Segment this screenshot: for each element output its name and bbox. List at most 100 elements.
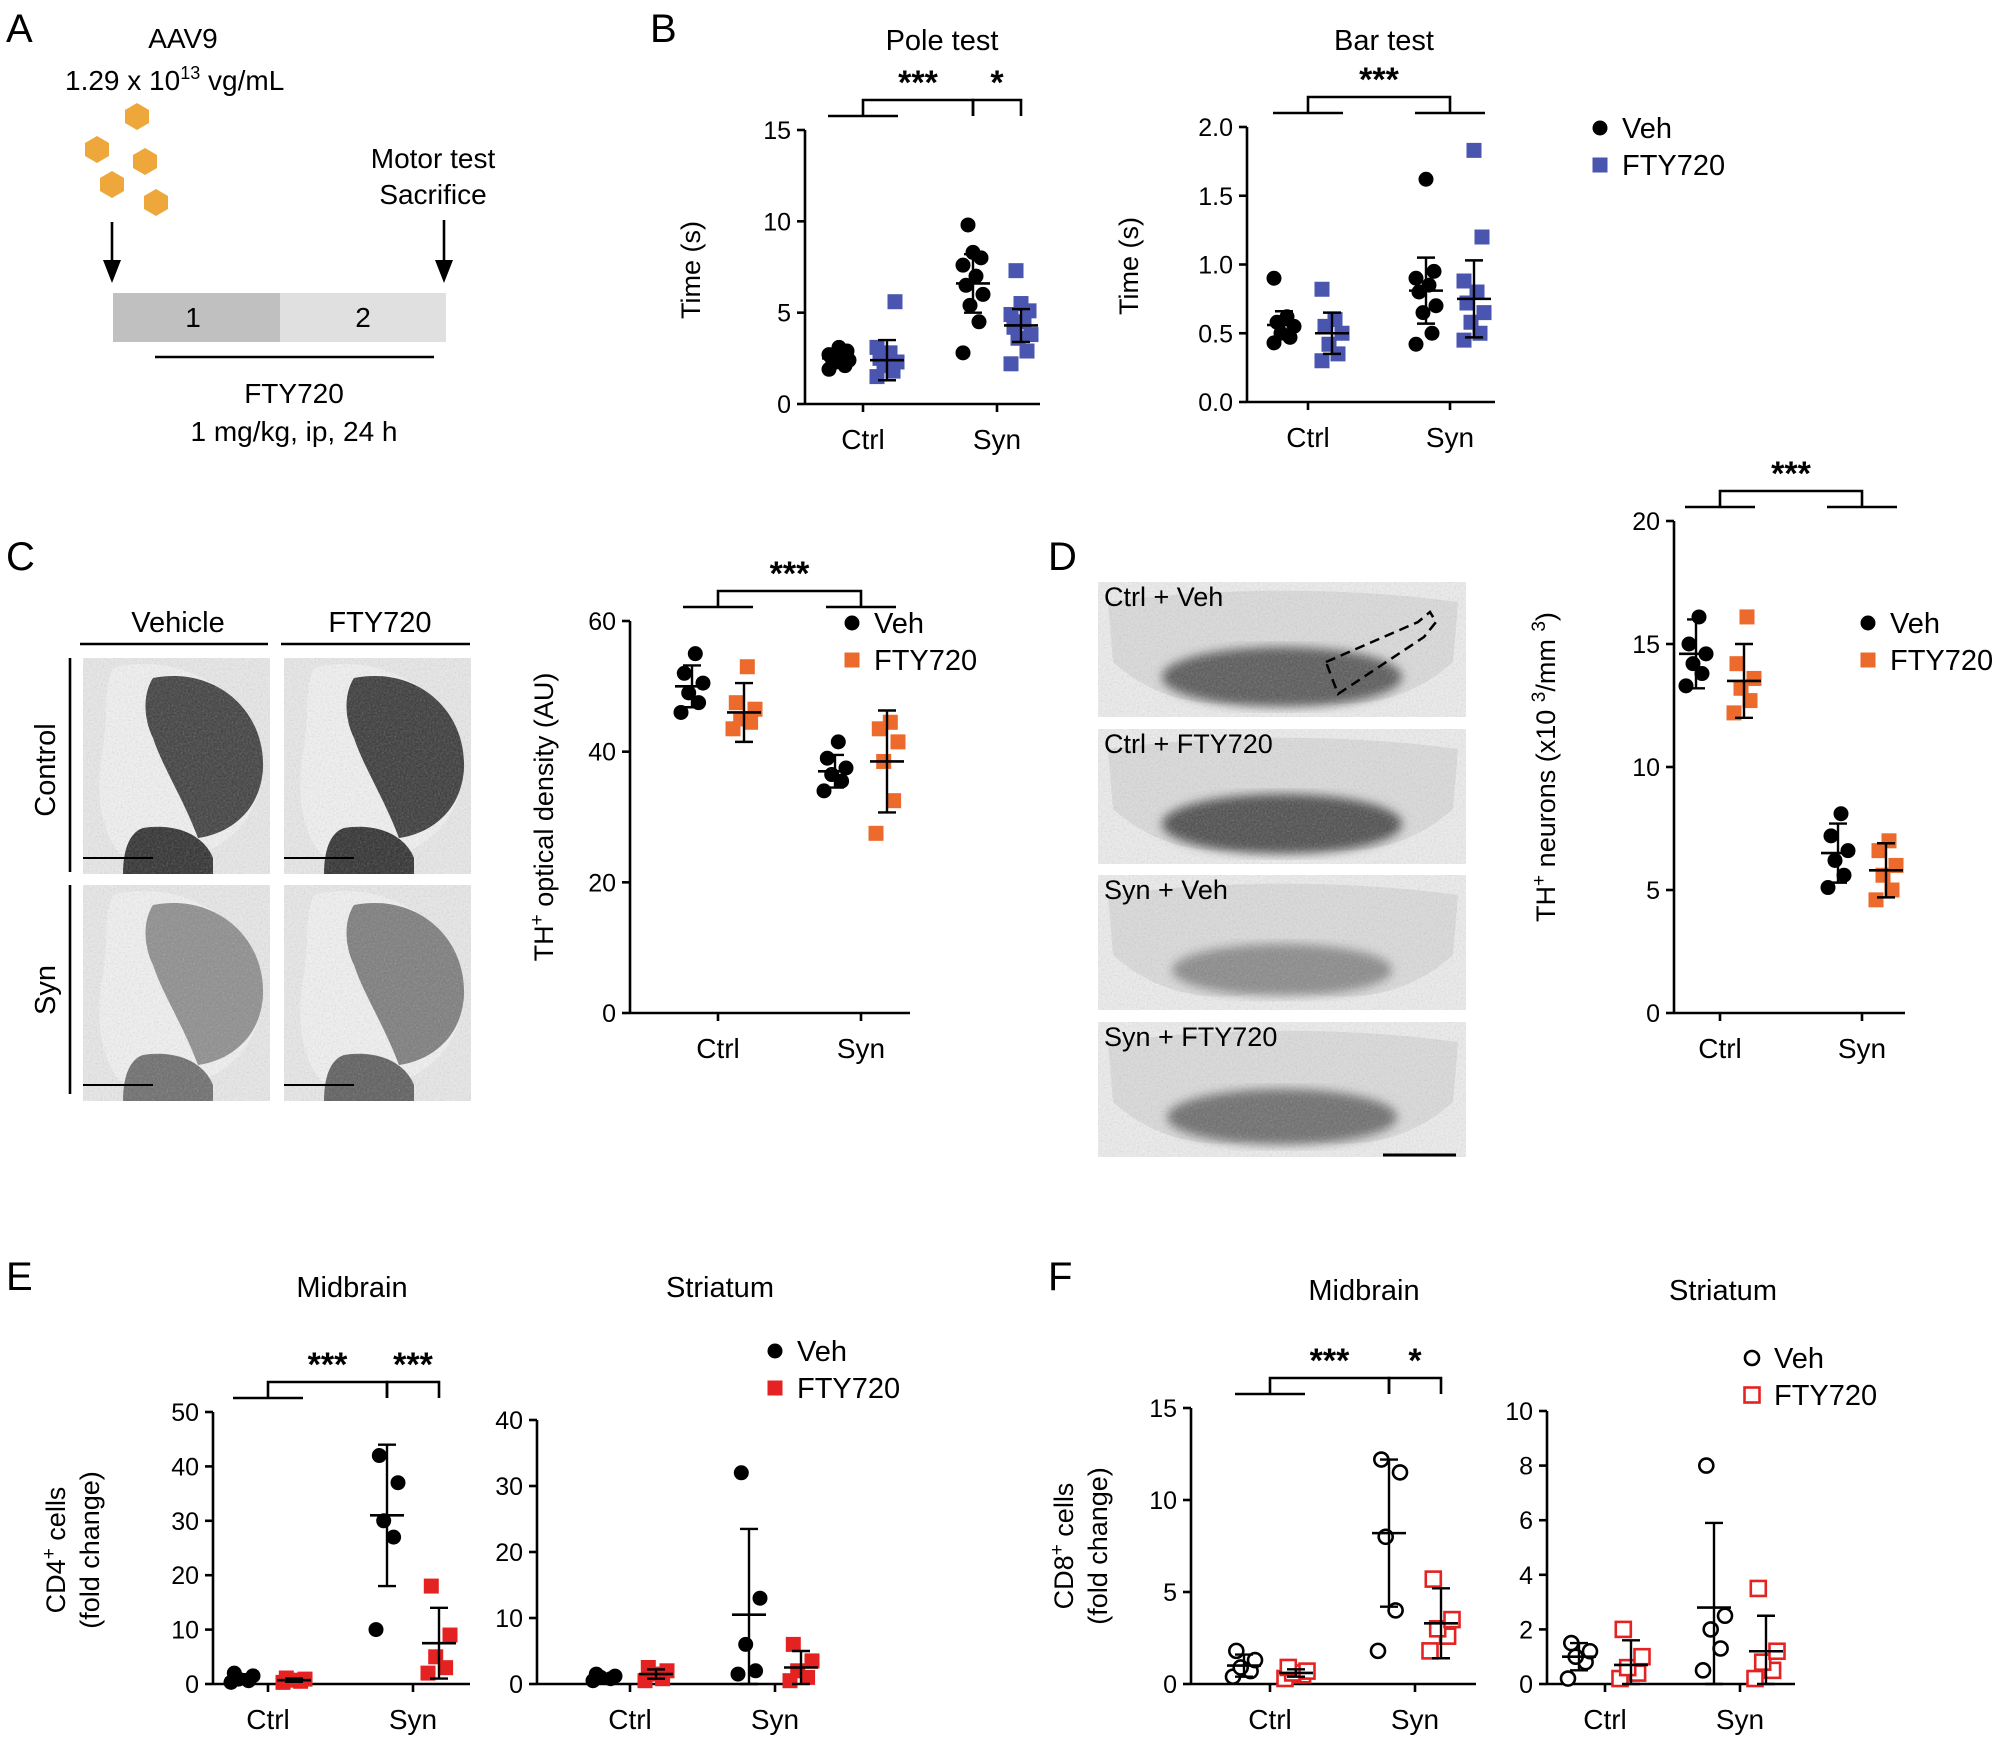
data-point	[958, 277, 974, 293]
data-point	[1023, 327, 1039, 343]
legend-label: FTY720	[1774, 1380, 1877, 1412]
data-point	[890, 734, 906, 750]
data-point	[428, 1649, 444, 1665]
data-point	[442, 1627, 458, 1643]
chart-title: Midbrain	[296, 1272, 407, 1304]
endpoint-label-2: Sacrifice	[379, 179, 486, 210]
data-point	[968, 268, 984, 284]
significance-label: ***	[1771, 455, 1811, 493]
data-point	[816, 783, 832, 799]
legend-marker	[1860, 615, 1876, 631]
data-point	[245, 1668, 261, 1684]
significance-label: ***	[1310, 1342, 1350, 1380]
data-point	[1391, 1464, 1409, 1481]
chart-f-striatum: Striatum 0 2 4 6 8 10 Ctrl Syn Veh FTY720	[1505, 1275, 1877, 1735]
chart-title: Pole test	[886, 25, 999, 57]
data-point	[1476, 305, 1492, 321]
data-point	[1733, 680, 1749, 696]
chart-c-od: 0 20 40 60 Ctrl Syn TH+ optical density (AU) **…	[527, 555, 977, 1064]
y-tick-label: 0	[602, 1000, 616, 1028]
data-point	[423, 1578, 439, 1594]
x-tick-label: Syn	[1391, 1704, 1439, 1735]
y-axis-label: Time (s)	[676, 221, 706, 319]
series-veh	[1678, 609, 1856, 896]
data-point	[1702, 1621, 1719, 1638]
data-point	[659, 1663, 675, 1679]
legend-marker	[844, 652, 860, 668]
data-point	[1314, 353, 1330, 369]
y-tick-label: 8	[1519, 1453, 1533, 1481]
y-tick-label: 50	[171, 1399, 199, 1427]
legend-label: Veh	[1890, 608, 1940, 640]
data-point	[1749, 1579, 1768, 1598]
y-tick-label: 10	[495, 1605, 523, 1633]
data-point	[824, 767, 840, 783]
significance-brackets: ***	[683, 555, 896, 609]
legend-marker	[1592, 157, 1608, 173]
x-tick-label: Ctrl	[841, 424, 885, 455]
image-label-syn-fty720: Syn + FTY720	[1104, 1022, 1277, 1052]
y-tick-label: 1.5	[1198, 183, 1233, 211]
data-point	[1633, 1647, 1651, 1666]
data-point	[676, 665, 692, 681]
bracket	[1387, 1376, 1443, 1394]
bracket	[828, 98, 975, 118]
y-axis-label: TH+ optical density (AU)	[527, 673, 559, 962]
significance-label: ***	[393, 1346, 433, 1384]
data-point	[1868, 892, 1884, 908]
data-point	[955, 257, 971, 273]
y-tick-label: 0	[777, 391, 791, 419]
data-point	[1698, 1457, 1715, 1474]
col-label-vehicle: Vehicle	[131, 607, 225, 639]
chart-f-midbrain: Midbrain 0 5 10 15 Ctrl Syn CD8+ cells (fold cha…	[1047, 1275, 1476, 1735]
panel-f-label: F	[1048, 1255, 1072, 1299]
data-point	[368, 1622, 384, 1638]
series-veh	[223, 1443, 406, 1690]
y-tick-label: 0	[185, 1671, 199, 1699]
significance-brackets: ***	[1685, 455, 1897, 509]
y-tick-label: 10	[763, 208, 791, 236]
legend-label: Veh	[1774, 1343, 1824, 1375]
y-tick-label: 0.5	[1198, 320, 1233, 348]
legend: Veh FTY720	[844, 608, 977, 677]
image-label-ctrl-fty720: Ctrl + FTY720	[1104, 729, 1273, 759]
series-fty720	[1611, 1579, 1786, 1688]
panel-a: A AAV9 1.29 x 1013 vg/mL Motor test Sacr…	[6, 7, 495, 447]
y-tick-label: 0	[1163, 1671, 1177, 1699]
data-point	[733, 1465, 749, 1481]
data-point	[1833, 806, 1849, 822]
legend-marker	[1860, 652, 1876, 668]
data-point	[882, 345, 898, 361]
series-veh	[1224, 1451, 1409, 1685]
chart-title: Midbrain	[1308, 1275, 1419, 1307]
data-point	[1836, 867, 1852, 883]
legend-label: Veh	[797, 1336, 847, 1368]
data-point	[1881, 833, 1897, 849]
data-point	[1694, 666, 1710, 682]
data-point	[1421, 1642, 1439, 1660]
series-fty720	[275, 1578, 458, 1690]
data-point	[1426, 263, 1442, 279]
data-point	[420, 1665, 436, 1681]
endpoint-label-1: Motor test	[371, 143, 496, 174]
data-point	[1840, 843, 1856, 859]
data-point	[1729, 656, 1745, 672]
data-point	[1746, 670, 1762, 686]
x-tick-label: Syn	[1716, 1704, 1764, 1735]
data-point	[1415, 305, 1431, 321]
data-point	[1827, 852, 1843, 868]
y-axis-label: CD8+ cells (fold change)	[1047, 1467, 1113, 1625]
series-fty720	[1276, 1570, 1461, 1688]
data-point	[886, 793, 902, 809]
data-point	[965, 244, 981, 260]
injection-arrow	[103, 222, 121, 283]
bracket	[1235, 1376, 1391, 1396]
data-point	[1321, 336, 1337, 352]
chart-e-midbrain: Midbrain 0 10 20 30 40 50 Ctrl Syn CD4+ cells (fol…	[39, 1272, 470, 1735]
x-tick-label: Syn	[389, 1704, 437, 1735]
data-point	[1228, 1642, 1245, 1660]
x-tick-label: Syn	[751, 1704, 799, 1735]
image-label-syn-veh: Syn + Veh	[1104, 875, 1228, 905]
data-point	[1614, 1620, 1633, 1639]
